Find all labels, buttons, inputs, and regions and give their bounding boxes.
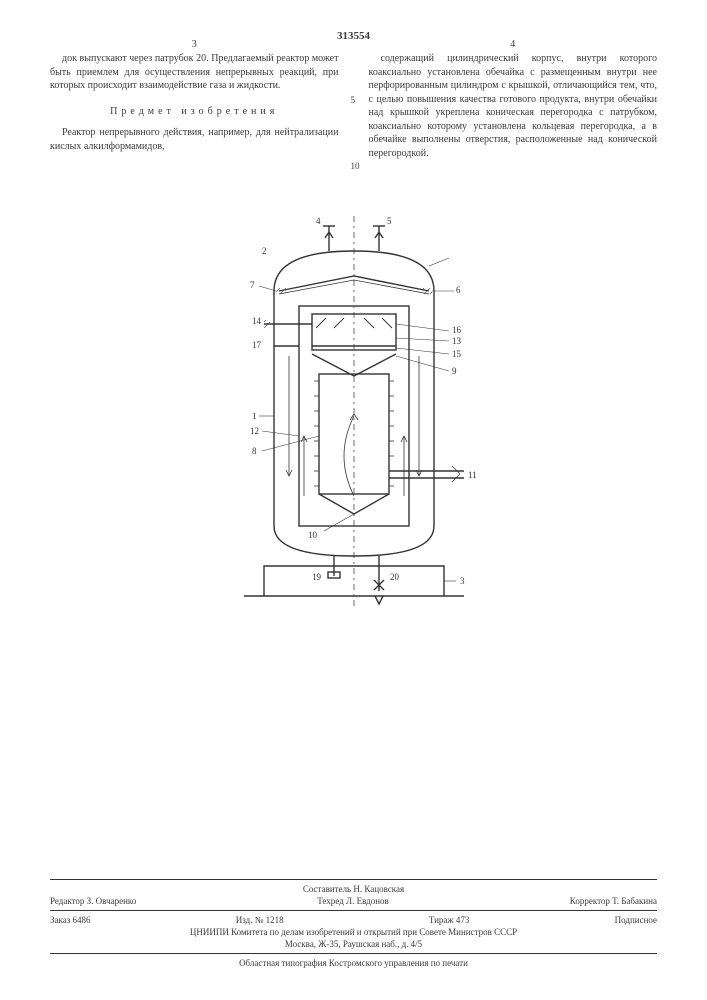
label-5: 5 [387,216,392,226]
left-paragraph-2-text: Реактор непрерывного действия, например,… [50,127,339,152]
order-number: Заказ 6486 [50,915,91,925]
right-column: 4 5 10 содержащий цилиндрический корпус,… [369,52,658,166]
claims-heading: Предмет изобретения [50,105,339,119]
tech-label: Техред [317,896,344,906]
label-10: 10 [308,530,318,540]
text-columns: 3 док выпускают через патрубок 20. Предл… [50,52,657,166]
label-20: 20 [390,572,400,582]
subscription: Подписное [615,915,657,925]
label-7: 7 [250,280,255,290]
left-paragraph-2: Реактор непрерывного действия, например,… [50,126,339,153]
staff-row: Редактор З. Овчаренко Техред Л. Евдонов … [50,896,657,906]
reactor-diagram: 1 2 3 4 5 6 7 8 9 10 11 12 13 14 15 16 1… [204,196,504,616]
document-number: 313554 [50,30,657,42]
circulation: Тираж 473 [429,915,470,925]
edition-number: Изд. № 1218 [236,915,284,925]
label-4: 4 [316,216,321,226]
print-row: Заказ 6486 Изд. № 1218 Тираж 473 Подписн… [50,915,657,925]
printer-row: Областная типография Костромского управл… [50,958,657,968]
label-16: 16 [452,325,462,335]
figure-container: 1 2 3 4 5 6 7 8 9 10 11 12 13 14 15 16 1… [50,196,657,616]
editor-label: Редактор [50,896,84,906]
column-number-left: 3 [192,38,197,52]
footer-block: Составитель Н. Кацовская Редактор З. Овч… [50,875,657,970]
compiler-row: Составитель Н. Кацовская [50,884,657,894]
address-row: Москва, Ж-35, Раушская наб., д. 4/5 [50,939,657,949]
corrector-name: Т. Бабакина [612,896,657,906]
right-paragraph-1: содержащий цилиндрический корпус, внутри… [369,52,658,160]
label-12: 12 [250,426,259,436]
tech-name: Л. Евдонов [346,896,389,906]
label-19: 19 [312,572,322,582]
label-15: 15 [452,349,462,359]
label-14: 14 [252,316,262,326]
line-marker-10: 10 [351,160,360,172]
column-number-right: 4 [510,38,515,52]
label-11: 11 [468,470,477,480]
left-column: 3 док выпускают через патрубок 20. Предл… [50,52,339,166]
label-8: 8 [252,446,257,456]
corrector-cell: Корректор Т. Бабакина [570,896,657,906]
org-row: ЦНИИПИ Комитета по делам изобретений и о… [50,927,657,937]
compiler-name: Н. Кацовская [353,884,404,894]
corrector-label: Корректор [570,896,610,906]
editor-cell: Редактор З. Овчаренко [50,896,136,906]
editor-name: З. Овчаренко [87,896,137,906]
line-marker-5: 5 [351,94,356,106]
label-1: 1 [252,411,257,421]
left-paragraph-1: док выпускают через патрубок 20. Предлаг… [50,52,339,93]
page: 313554 3 док выпускают через патрубок 20… [0,0,707,1000]
label-3: 3 [460,576,465,586]
label-9: 9 [452,366,457,376]
label-6: 6 [456,285,461,295]
label-2: 2 [262,246,267,256]
tech-cell: Техред Л. Евдонов [317,896,389,906]
compiler-label: Составитель [303,884,351,894]
label-17: 17 [252,340,262,350]
label-13: 13 [452,336,462,346]
